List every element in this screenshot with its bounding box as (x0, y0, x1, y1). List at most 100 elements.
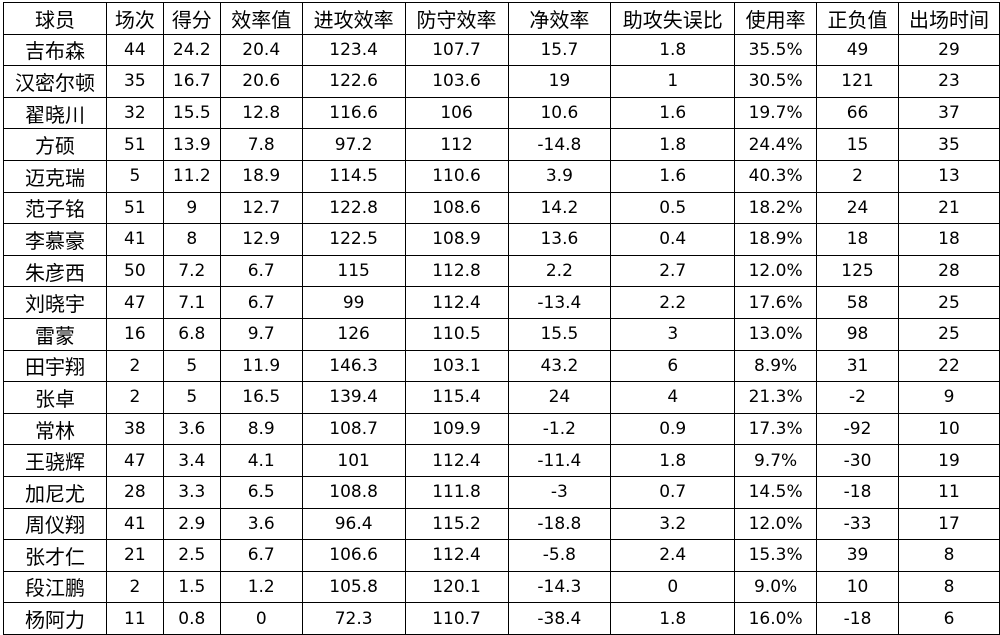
stat-cell: 16.0% (734, 602, 818, 635)
stat-cell: 5 (162, 349, 221, 383)
stat-cell: 8 (897, 570, 1000, 604)
stat-cell: 15.5 (507, 317, 612, 351)
table-row: 汉密尔顿 35 16.7 20.6 122.6 103.6 19 1 30.5% 121 23 (3, 65, 1000, 98)
stat-cell: 7.2 (162, 254, 221, 288)
column-header: 得分 (162, 2, 221, 35)
stat-cell: 3.2 (610, 507, 736, 541)
stat-cell: 9 (162, 191, 221, 225)
stat-cell: 103.6 (404, 65, 509, 98)
stats-table: 球员 场次 得分 效率值 进攻效率 防守效率 净效率 助攻失误比 使用率 正负值 出场时间 吉布森 4… (3, 2, 1000, 635)
stat-cell: 3.6 (162, 412, 221, 446)
stat-cell: 111.8 (404, 475, 509, 509)
stat-cell: -5.8 (507, 539, 612, 572)
stat-cell: 21 (897, 191, 1000, 225)
stat-cell: 0.8 (162, 602, 221, 635)
table-row: 雷蒙 16 6.8 9.7 126 110.5 15.5 3 13.0% 98 25 (3, 317, 1000, 351)
stat-cell: 12.8 (219, 96, 303, 130)
stat-cell: 1.8 (610, 33, 736, 67)
stat-cell: 12.0% (734, 254, 818, 288)
stat-cell: 24.2 (162, 33, 221, 67)
stat-cell: 106 (404, 96, 509, 130)
stat-cell: 6.8 (162, 317, 221, 351)
stat-cell: 18 (816, 223, 899, 256)
stat-cell: 4.1 (219, 444, 303, 477)
stat-cell: 44 (105, 33, 164, 67)
stat-cell: 11.2 (162, 159, 221, 193)
stat-cell: 18.9 (219, 159, 303, 193)
stat-cell: 2 (105, 381, 164, 414)
stat-cell: 6.7 (219, 539, 303, 572)
stat-cell: 72.3 (301, 602, 406, 635)
stat-cell: 8.9% (734, 349, 818, 383)
stat-cell: 35 (897, 128, 1000, 161)
stat-cell: 0 (610, 570, 736, 604)
stat-cell: 4 (610, 381, 736, 414)
stat-cell: 2 (105, 570, 164, 604)
stat-cell: 105.8 (301, 570, 406, 604)
stat-cell: 24.4% (734, 128, 818, 161)
table-row: 翟晓川 32 15.5 12.8 116.6 106 10.6 1.6 19.7% 66 37 (3, 96, 1000, 130)
stat-cell: -92 (816, 412, 899, 446)
table-row: 段江鹏 2 1.5 1.2 105.8 120.1 -14.3 0 9.0% 10 8 (3, 570, 1000, 604)
player-name-cell: 段江鹏 (3, 570, 107, 604)
stat-cell: 13.9 (162, 128, 221, 161)
stat-cell: 50 (105, 254, 164, 288)
stat-cell: 8.9 (219, 412, 303, 446)
stat-cell: 1.8 (610, 444, 736, 477)
stat-cell: -14.3 (507, 570, 612, 604)
stat-cell: 109.9 (404, 412, 509, 446)
stat-cell: 3.4 (162, 444, 221, 477)
stat-cell: 17 (897, 507, 1000, 541)
player-name-cell: 张卓 (3, 381, 107, 414)
stat-cell: 126 (301, 317, 406, 351)
stat-cell: 13.0% (734, 317, 818, 351)
stat-cell: 13 (897, 159, 1000, 193)
stat-cell: 108.9 (404, 223, 509, 256)
stat-cell: 20.4 (219, 33, 303, 67)
stat-cell: 1.6 (610, 159, 736, 193)
stat-cell: 1.6 (610, 96, 736, 130)
stat-cell: 121 (816, 65, 899, 98)
stat-cell: 10.6 (507, 96, 612, 130)
column-header: 出场时间 (897, 2, 1000, 35)
player-name-cell: 加尼尤 (3, 475, 107, 509)
stat-cell: 3.6 (219, 507, 303, 541)
stat-cell: 18.2% (734, 191, 818, 225)
stat-cell: 110.7 (404, 602, 509, 635)
player-name-cell: 雷蒙 (3, 317, 107, 351)
stat-cell: 112.4 (404, 539, 509, 572)
stat-cell: 11 (105, 602, 164, 635)
stat-cell: 12.0% (734, 507, 818, 541)
stat-cell: 15.3% (734, 539, 818, 572)
player-name-cell: 方硕 (3, 128, 107, 161)
player-name-cell: 吉布森 (3, 33, 107, 67)
column-header: 使用率 (734, 2, 818, 35)
table-row: 迈克瑞 5 11.2 18.9 114.5 110.6 3.9 1.6 40.3% 2 13 (3, 159, 1000, 193)
player-name-cell: 周仪翔 (3, 507, 107, 541)
column-header: 助攻失误比 (610, 2, 736, 35)
stat-cell: 2 (816, 159, 899, 193)
player-name-cell: 汉密尔顿 (3, 65, 107, 98)
table-body: 吉布森 44 24.2 20.4 123.4 107.7 15.7 1.8 35.5% 49 29 汉… (3, 33, 1000, 635)
stat-cell: 32 (105, 96, 164, 130)
stat-cell: 8 (897, 539, 1000, 572)
stat-cell: 98 (816, 317, 899, 351)
stat-cell: 8 (162, 223, 221, 256)
stat-cell: 112.4 (404, 286, 509, 319)
stat-cell: 97.2 (301, 128, 406, 161)
stat-cell: 13.6 (507, 223, 612, 256)
stat-cell: 103.1 (404, 349, 509, 383)
stat-cell: 0.9 (610, 412, 736, 446)
stat-cell: 6.7 (219, 254, 303, 288)
stat-cell: 66 (816, 96, 899, 130)
stat-cell: 19 (897, 444, 1000, 477)
stat-cell: 3.9 (507, 159, 612, 193)
stat-cell: 49 (816, 33, 899, 67)
table-row: 张才仁 21 2.5 6.7 106.6 112.4 -5.8 2.4 15.3% 39 8 (3, 539, 1000, 572)
stat-cell: 1.8 (610, 602, 736, 635)
stat-cell: 5 (162, 381, 221, 414)
player-name-cell: 常林 (3, 412, 107, 446)
player-name-cell: 张才仁 (3, 539, 107, 572)
player-name-cell: 翟晓川 (3, 96, 107, 130)
stat-cell: 2.5 (162, 539, 221, 572)
